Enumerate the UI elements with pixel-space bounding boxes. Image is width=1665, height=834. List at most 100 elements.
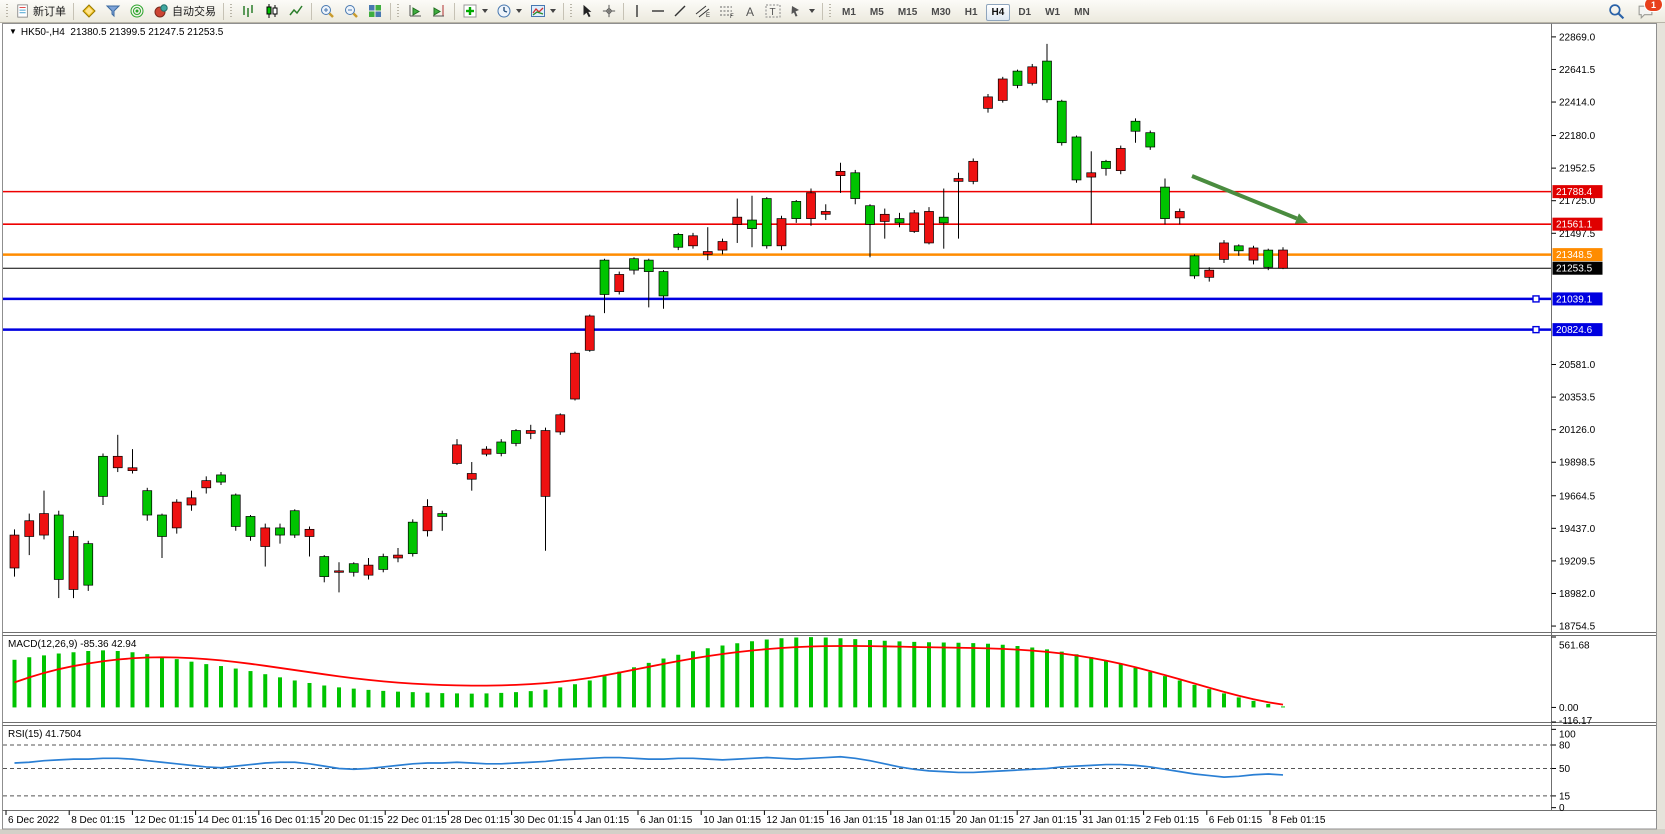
candle-body [673, 234, 684, 248]
gold-button[interactable] [77, 0, 101, 22]
candle-body [304, 528, 315, 537]
chart-collapse-icon[interactable]: ▼ [9, 27, 17, 36]
candle-body [1086, 172, 1097, 178]
price-tick-label: 20353.5 [1559, 393, 1596, 404]
candle-body [481, 448, 492, 455]
price-tag [1552, 217, 1603, 231]
filter-button[interactable] [101, 0, 125, 22]
candle-body [1027, 66, 1038, 84]
candle-body [363, 564, 374, 576]
timeframe-button-D1[interactable]: D1 [1018, 7, 1032, 18]
time-tick-label: 6 Dec 2022 [8, 815, 60, 826]
label-tool-button[interactable]: T [761, 0, 785, 22]
search-button[interactable] [1604, 0, 1629, 22]
candle-body [894, 218, 905, 224]
price-tag [1552, 248, 1603, 262]
timeframe-button-H4[interactable]: H4 [985, 4, 1011, 21]
chart-shift-button[interactable] [427, 0, 451, 22]
price-tag-label: 21039.1 [1556, 294, 1593, 305]
zoom-in-button[interactable] [315, 0, 339, 22]
indicators-button[interactable] [458, 0, 492, 22]
timeframe-button-MN[interactable]: MN [1074, 7, 1090, 18]
bar-chart-button[interactable] [236, 0, 260, 22]
candle-body [334, 570, 344, 573]
channel-tool-button[interactable]: E [691, 0, 715, 22]
candle-body [496, 441, 507, 454]
timeframe-button-H1[interactable]: H1 [964, 7, 978, 18]
templates-button[interactable] [526, 0, 560, 22]
cursor-tool-button[interactable] [576, 0, 598, 22]
auto-scroll-button[interactable] [403, 0, 427, 22]
candle-body [702, 251, 713, 255]
candle-body [1130, 120, 1141, 132]
price-tag-label: 21788.4 [1556, 187, 1593, 198]
candle-body [378, 556, 389, 570]
candlestick-button[interactable] [260, 0, 284, 22]
main-toolbar: 新订单 自动交易 [0, 0, 1665, 23]
time-tick-label: 2 Feb 01:15 [1146, 815, 1200, 826]
tile-windows-button[interactable] [363, 0, 387, 22]
text-icon: A [746, 5, 754, 18]
timeframe-button-M5[interactable]: M5 [869, 7, 884, 18]
time-tick-label: 20 Jan 01:15 [956, 815, 1014, 826]
price-tick-label: 22869.0 [1559, 32, 1596, 43]
candle-body [584, 315, 595, 351]
price-tick-label: 19898.5 [1559, 458, 1596, 469]
candle-body [245, 516, 256, 537]
candle-body [511, 430, 521, 444]
candle-body [806, 192, 816, 219]
periods-button[interactable] [492, 0, 526, 22]
time-tick-label: 12 Jan 01:15 [766, 815, 824, 826]
line-chart-button[interactable] [284, 0, 308, 22]
toolbar-grip[interactable] [5, 3, 10, 19]
candle-body [142, 490, 153, 516]
time-tick-label: 20 Dec 01:15 [324, 815, 384, 826]
price-tick-label: 21497.5 [1559, 229, 1596, 240]
candle-body [629, 258, 639, 271]
fibonacci-tool-button[interactable]: F [715, 0, 739, 22]
zoom-out-button[interactable] [339, 0, 363, 22]
trendline-tool-button[interactable] [669, 0, 691, 22]
price-tick-label: 20581.0 [1559, 360, 1596, 371]
price-tick-label: 18754.5 [1559, 622, 1596, 633]
candle-body [938, 216, 949, 224]
timeframe-button-M30[interactable]: M30 [931, 7, 951, 18]
auto-trading-label: 自动交易 [172, 6, 216, 18]
signal-button[interactable] [125, 0, 149, 22]
horizontal-line-tool-button[interactable] [647, 0, 669, 22]
new-order-button[interactable]: 新订单 [12, 0, 70, 22]
candle-body [879, 213, 890, 222]
arrows-tool-button[interactable] [785, 0, 819, 22]
candle-body [319, 556, 330, 577]
candle-body [157, 514, 167, 537]
svg-text:A: A [746, 5, 754, 18]
timeframe-button-M15[interactable]: M15 [897, 7, 918, 18]
candle-body [186, 497, 197, 506]
timeframe-button-M1[interactable]: M1 [842, 7, 856, 18]
candle-body [688, 235, 698, 247]
candle-body [201, 480, 212, 489]
chart-header: ▼ HK50-,H4 21380.5 21399.5 21247.5 21253.… [9, 27, 223, 38]
vertical-line-tool-button[interactable] [627, 0, 647, 22]
time-tick-label: 4 Jan 01:15 [577, 815, 630, 826]
timeframe-button-W1[interactable]: W1 [1045, 7, 1061, 18]
chart-shift-icon [433, 5, 444, 17]
crosshair-tool-button[interactable] [598, 0, 620, 22]
candle-body [98, 455, 108, 497]
candle-body [260, 527, 271, 547]
line-endpoint-marker [1532, 295, 1540, 303]
candle-body [393, 554, 403, 559]
time-tick-label: 10 Jan 01:15 [703, 815, 761, 826]
fibonacci-icon: F [720, 6, 734, 18]
clock-icon [497, 4, 511, 18]
candle-body [39, 513, 49, 536]
text-tool-button[interactable]: A [739, 0, 761, 22]
bar-chart-icon [243, 5, 253, 17]
candle-body [865, 205, 875, 225]
line-endpoint-marker [1532, 325, 1540, 334]
time-tick-label: 22 Dec 01:15 [387, 815, 447, 826]
auto-trading-button[interactable]: 自动交易 [149, 0, 220, 22]
notifications-button[interactable]: 1 [1633, 0, 1663, 22]
candle-body [348, 563, 359, 573]
